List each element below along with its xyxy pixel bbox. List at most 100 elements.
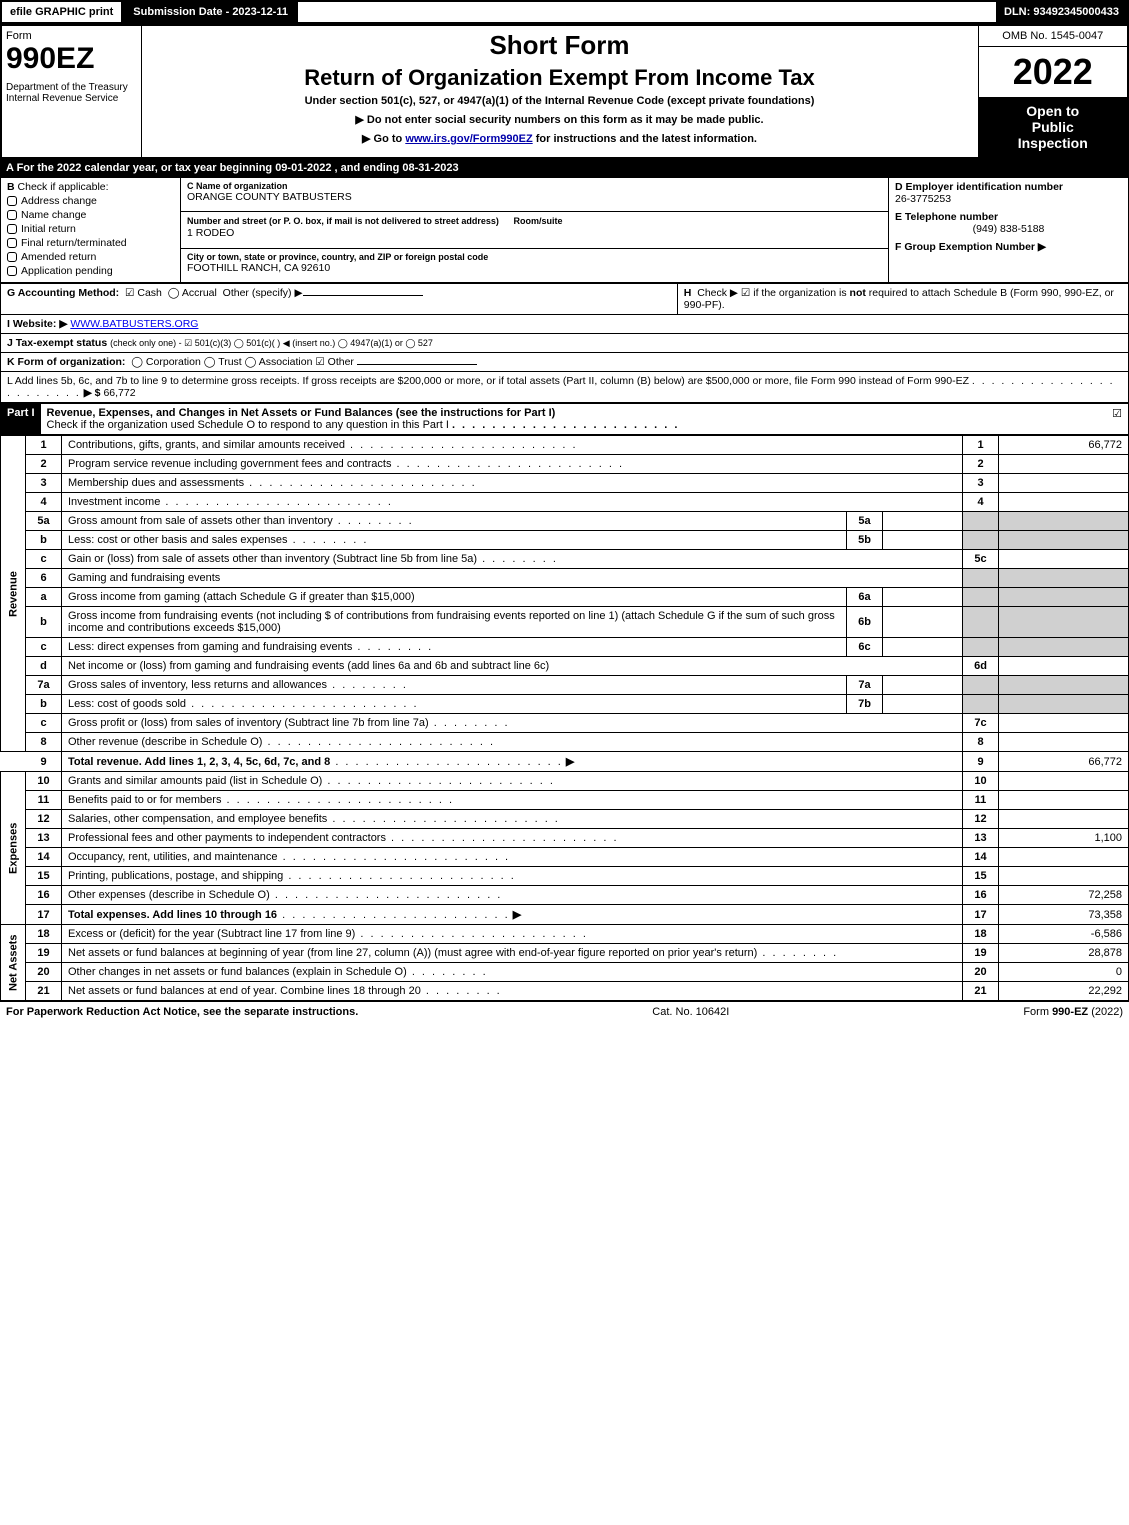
- rv-4: [999, 493, 1129, 512]
- ln-6a: a: [26, 588, 62, 607]
- c-name-label: C Name of organization: [187, 181, 882, 191]
- efile-print-button[interactable]: efile GRAPHIC print: [2, 2, 123, 22]
- ln-14: 14: [26, 848, 62, 867]
- rv-18: -6,586: [999, 925, 1129, 944]
- rn-7c: 7c: [963, 714, 999, 733]
- instr2-pre: ▶ Go to: [362, 133, 405, 145]
- part1-header-row: Part I Revenue, Expenses, and Changes in…: [0, 403, 1129, 435]
- row-15: 15 Printing, publications, postage, and …: [1, 867, 1129, 886]
- side-label-revenue: Revenue: [1, 436, 26, 752]
- e-phone-value: (949) 838-5188: [895, 223, 1122, 235]
- sn-6c: 6c: [847, 638, 883, 657]
- ln-7a: 7a: [26, 676, 62, 695]
- k-options: ◯ Corporation ◯ Trust ◯ Association ☑ Ot…: [131, 356, 354, 368]
- chk-initial-return-label: Initial return: [21, 223, 76, 235]
- irs-link[interactable]: www.irs.gov/Form990EZ: [405, 133, 532, 145]
- rv-7b-grey: [999, 695, 1129, 714]
- sn-7a: 7a: [847, 676, 883, 695]
- k-label: K Form of organization:: [7, 356, 125, 368]
- rv-16: 72,258: [999, 886, 1129, 905]
- desc-17: Total expenses. Add lines 10 through 16 …: [62, 905, 963, 925]
- rv-3: [999, 474, 1129, 493]
- rn-5b-grey: [963, 531, 999, 550]
- ln-11: 11: [26, 791, 62, 810]
- d-ein-label: D Employer identification number: [895, 181, 1122, 193]
- row-13: 13 Professional fees and other payments …: [1, 829, 1129, 848]
- row-10: Expenses 10 Grants and similar amounts p…: [1, 772, 1129, 791]
- sn-6a: 6a: [847, 588, 883, 607]
- website-link[interactable]: WWW.BATBUSTERS.ORG: [70, 318, 198, 330]
- chk-final-return[interactable]: Final return/terminated: [7, 237, 174, 249]
- row-21: 21 Net assets or fund balances at end of…: [1, 982, 1129, 1001]
- part1-checkbox[interactable]: ☑: [1106, 404, 1128, 434]
- h-schedule-b-cell: H Check ▶ ☑ if the organization is not r…: [677, 284, 1128, 315]
- rn-6c-grey: [963, 638, 999, 657]
- rv-5b-grey: [999, 531, 1129, 550]
- row-6a: a Gross income from gaming (attach Sched…: [1, 588, 1129, 607]
- row-6b: b Gross income from fundraising events (…: [1, 607, 1129, 638]
- g-accrual: Accrual: [182, 287, 217, 299]
- row-6: 6 Gaming and fundraising events: [1, 569, 1129, 588]
- desc-6c: Less: direct expenses from gaming and fu…: [62, 638, 847, 657]
- rv-6a-grey: [999, 588, 1129, 607]
- ln-21: 21: [26, 982, 62, 1001]
- chk-address-change[interactable]: Address change: [7, 195, 174, 207]
- l-arrow: ▶ $: [84, 387, 101, 399]
- chk-application-pending-label: Application pending: [21, 265, 113, 277]
- desc-11: Benefits paid to or for members: [62, 791, 963, 810]
- org-name-cell: C Name of organization ORANGE COUNTY BAT…: [181, 178, 889, 212]
- row-3: 3 Membership dues and assessments 3: [1, 474, 1129, 493]
- rn-19: 19: [963, 944, 999, 963]
- sv-7b: [883, 695, 963, 714]
- sv-5b: [883, 531, 963, 550]
- chk-name-change[interactable]: Name change: [7, 209, 174, 221]
- desc-7b: Less: cost of goods sold: [62, 695, 847, 714]
- desc-15: Printing, publications, postage, and shi…: [62, 867, 963, 886]
- rv-5c: [999, 550, 1129, 569]
- right-id-cell: D Employer identification number 26-3775…: [889, 178, 1129, 283]
- chk-amended-return[interactable]: Amended return: [7, 251, 174, 263]
- top-bar: efile GRAPHIC print Submission Date - 20…: [0, 0, 1129, 24]
- sv-6c: [883, 638, 963, 657]
- rv-21: 22,292: [999, 982, 1129, 1001]
- rn-20: 20: [963, 963, 999, 982]
- part1-check-line: Check if the organization used Schedule …: [47, 419, 449, 431]
- ln-13: 13: [26, 829, 62, 848]
- form-word: Form: [6, 30, 137, 42]
- g-label: G Accounting Method:: [7, 287, 119, 299]
- rn-4: 4: [963, 493, 999, 512]
- rn-3: 3: [963, 474, 999, 493]
- sv-6a: [883, 588, 963, 607]
- open-to-public-badge: Open to Public Inspection: [979, 97, 1128, 157]
- desc-4: Investment income: [62, 493, 963, 512]
- footer-right: Form 990-EZ (2022): [1023, 1006, 1123, 1018]
- footer-mid: Cat. No. 10642I: [652, 1006, 729, 1018]
- sn-7b: 7b: [847, 695, 883, 714]
- h-text: Check ▶ ☑ if the organization is: [697, 287, 849, 299]
- desc-14: Occupancy, rent, utilities, and maintena…: [62, 848, 963, 867]
- check-if-label: Check if applicable:: [18, 181, 109, 193]
- page-footer: For Paperwork Reduction Act Notice, see …: [0, 1001, 1129, 1022]
- rn-14: 14: [963, 848, 999, 867]
- rn-6d: 6d: [963, 657, 999, 676]
- city-cell: City or town, state or province, country…: [181, 248, 889, 282]
- row-18: Net Assets 18 Excess or (deficit) for th…: [1, 925, 1129, 944]
- submission-date-badge: Submission Date - 2023-12-11: [123, 2, 298, 22]
- i-website-row: I Website: ▶ WWW.BATBUSTERS.ORG: [0, 315, 1129, 334]
- row-17: 17 Total expenses. Add lines 10 through …: [1, 905, 1129, 925]
- ln-6: 6: [26, 569, 62, 588]
- row-8: 8 Other revenue (describe in Schedule O)…: [1, 733, 1129, 752]
- row-16: 16 Other expenses (describe in Schedule …: [1, 886, 1129, 905]
- ln-2: 2: [26, 455, 62, 474]
- chk-application-pending[interactable]: Application pending: [7, 265, 174, 277]
- chk-initial-return[interactable]: Initial return: [7, 223, 174, 235]
- desc-9: Total revenue. Add lines 1, 2, 3, 4, 5c,…: [62, 752, 963, 772]
- rv-7a-grey: [999, 676, 1129, 695]
- ln-6c: c: [26, 638, 62, 657]
- open-line2: Public: [985, 119, 1122, 135]
- side-label-netassets: Net Assets: [1, 925, 26, 1001]
- short-form-title: Short Form: [146, 30, 974, 61]
- row-2: 2 Program service revenue including gove…: [1, 455, 1129, 474]
- b-label: B: [7, 181, 15, 193]
- rv-6c-grey: [999, 638, 1129, 657]
